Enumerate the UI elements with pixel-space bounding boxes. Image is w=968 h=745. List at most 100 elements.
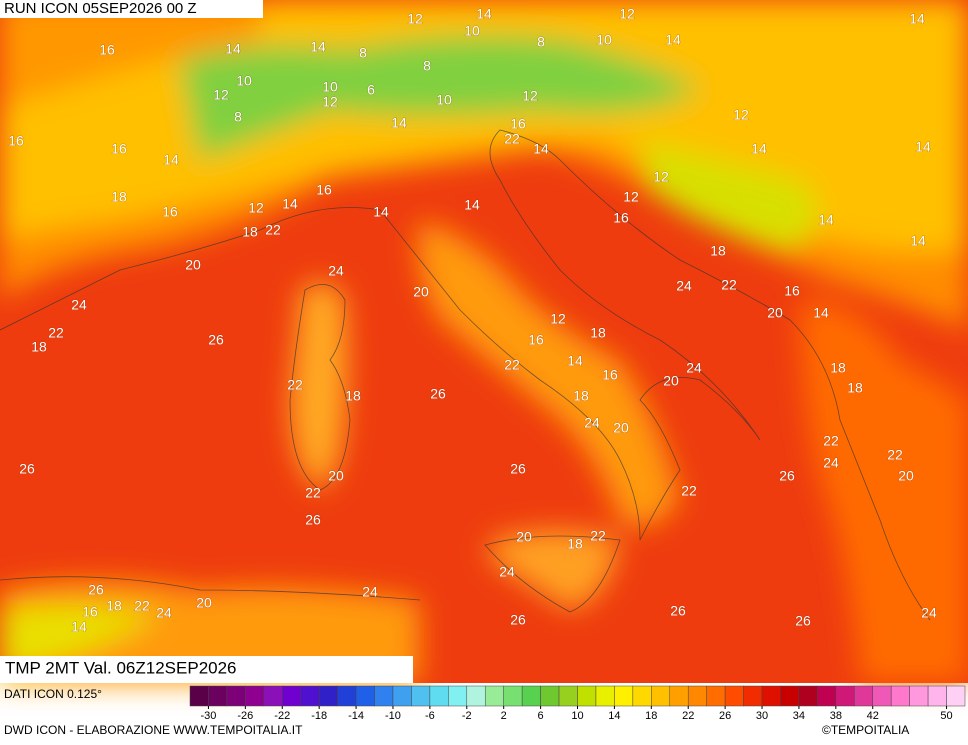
colorbar-swatch	[503, 685, 523, 707]
temperature-label: 14	[567, 353, 583, 369]
temperature-label: 26	[305, 512, 321, 528]
colorbar-swatch	[245, 685, 265, 707]
colorbar-swatch	[595, 685, 615, 707]
colorbar-swatch	[282, 685, 301, 707]
temperature-label: 12	[733, 107, 749, 123]
temperature-label: 16	[8, 133, 24, 149]
colorbar-swatch	[189, 685, 209, 707]
temperature-label: 12	[653, 169, 669, 185]
temperature-label: 12	[550, 311, 566, 327]
temperature-label: 18	[242, 224, 258, 240]
colorbar-swatch	[651, 685, 671, 707]
colorbar-swatch	[577, 685, 597, 707]
temperature-label: 22	[823, 433, 839, 449]
temperature-label: 18	[31, 339, 47, 355]
brand: ©TEMPOITALIA	[822, 723, 909, 737]
colorbar-swatch	[208, 685, 228, 707]
temperature-label: 20	[613, 420, 629, 436]
colorbar-swatch	[411, 685, 431, 707]
colorbar-tick-label: 6	[538, 710, 544, 722]
temperature-label: 10	[236, 73, 252, 89]
temperature-label: 20	[898, 468, 914, 484]
validity-title: TMP 2MT Val. 06Z12SEP2026	[5, 658, 237, 677]
colorbar-swatch	[706, 685, 726, 707]
temperature-label: 24	[71, 297, 87, 313]
temperature-label: 24	[584, 415, 600, 431]
temperature-label: 24	[823, 455, 839, 471]
run-title: RUN ICON 05SEP2026 00 Z	[4, 0, 197, 17]
temperature-label: 20	[767, 305, 783, 321]
temperature-label: 16	[528, 332, 544, 348]
temperature-label: 20	[413, 284, 429, 300]
colorbar-swatch	[300, 685, 320, 707]
temperature-label: 24	[676, 278, 692, 294]
colorbar-swatch	[890, 685, 910, 707]
temperature-label: 20	[328, 468, 344, 484]
temperature-label: 22	[134, 598, 150, 614]
colorbar-tick-label: 10	[571, 710, 583, 722]
colorbar-tick-label: -26	[237, 710, 253, 722]
colorbar-tick-label: 18	[645, 710, 657, 722]
temperature-label: 12	[213, 87, 229, 103]
temperature-label: 22	[887, 447, 903, 463]
colorbar-swatch	[946, 685, 966, 707]
temperature-label: 22	[721, 277, 737, 293]
temperature-label: 14	[391, 115, 407, 131]
temperature-label: 24	[921, 605, 937, 621]
colorbar-swatch	[226, 685, 246, 707]
colorbar-tick-label: -6	[425, 710, 435, 722]
temperature-label: 26	[795, 613, 811, 629]
temperature-label: 14	[533, 141, 549, 157]
temperature-label: 16	[510, 116, 526, 132]
colorbar-tick-label: 42	[867, 710, 879, 722]
temperature-label: 18	[567, 536, 583, 552]
temperature-label: 26	[430, 386, 446, 402]
temperature-label: 14	[464, 197, 480, 213]
temperature-label: 26	[510, 461, 526, 477]
temperature-label: 10	[464, 23, 480, 39]
colorbar-swatch	[872, 685, 892, 707]
colorbar-swatch	[927, 685, 947, 707]
colorbar-tick-label: -10	[385, 710, 401, 722]
colorbar-swatch	[632, 685, 652, 707]
temperature-label: 20	[516, 529, 532, 545]
colorbar-swatch	[780, 685, 800, 707]
colorbar-tick-label: 38	[830, 710, 842, 722]
temperature-label: 16	[316, 182, 332, 198]
temperature-label: 16	[111, 141, 127, 157]
temperature-label: 26	[670, 603, 686, 619]
colorbar-swatch	[540, 685, 560, 707]
temperature-label: 26	[208, 332, 224, 348]
temperature-label: 14	[909, 11, 925, 27]
colorbar-tick-label: 34	[793, 710, 805, 722]
colorbar-swatch	[614, 685, 634, 707]
temperature-label: 22	[504, 357, 520, 373]
temperature-label: 14	[225, 41, 241, 57]
colorbar-tick-label: -18	[311, 710, 327, 722]
temperature-label: 16	[613, 210, 629, 226]
header-box	[0, 0, 263, 18]
temperature-label: 18	[106, 598, 122, 614]
colorbar-swatch	[798, 685, 818, 707]
colorbar-swatch	[392, 685, 412, 707]
temperature-label: 24	[499, 564, 515, 580]
colorbar-swatch	[448, 685, 468, 707]
temperature-label: 14	[915, 139, 931, 155]
temperature-label: 8	[234, 109, 242, 125]
temperature-label: 26	[19, 461, 35, 477]
temperature-label: 12	[623, 189, 639, 205]
colorbar-swatch	[835, 685, 855, 707]
temperature-label: 24	[686, 360, 702, 376]
temperature-label: 10	[596, 32, 612, 48]
temperature-label: 26	[510, 612, 526, 628]
coastlines	[0, 129, 931, 621]
temperature-label: 18	[830, 360, 846, 376]
colorbar-tick-label: 22	[682, 710, 694, 722]
colorbar-tick-label: -22	[274, 710, 290, 722]
colorbar-swatch	[909, 685, 929, 707]
temperature-label: 18	[710, 243, 726, 259]
colorbar-swatch	[854, 685, 873, 707]
temperature-label: 10	[322, 79, 338, 95]
